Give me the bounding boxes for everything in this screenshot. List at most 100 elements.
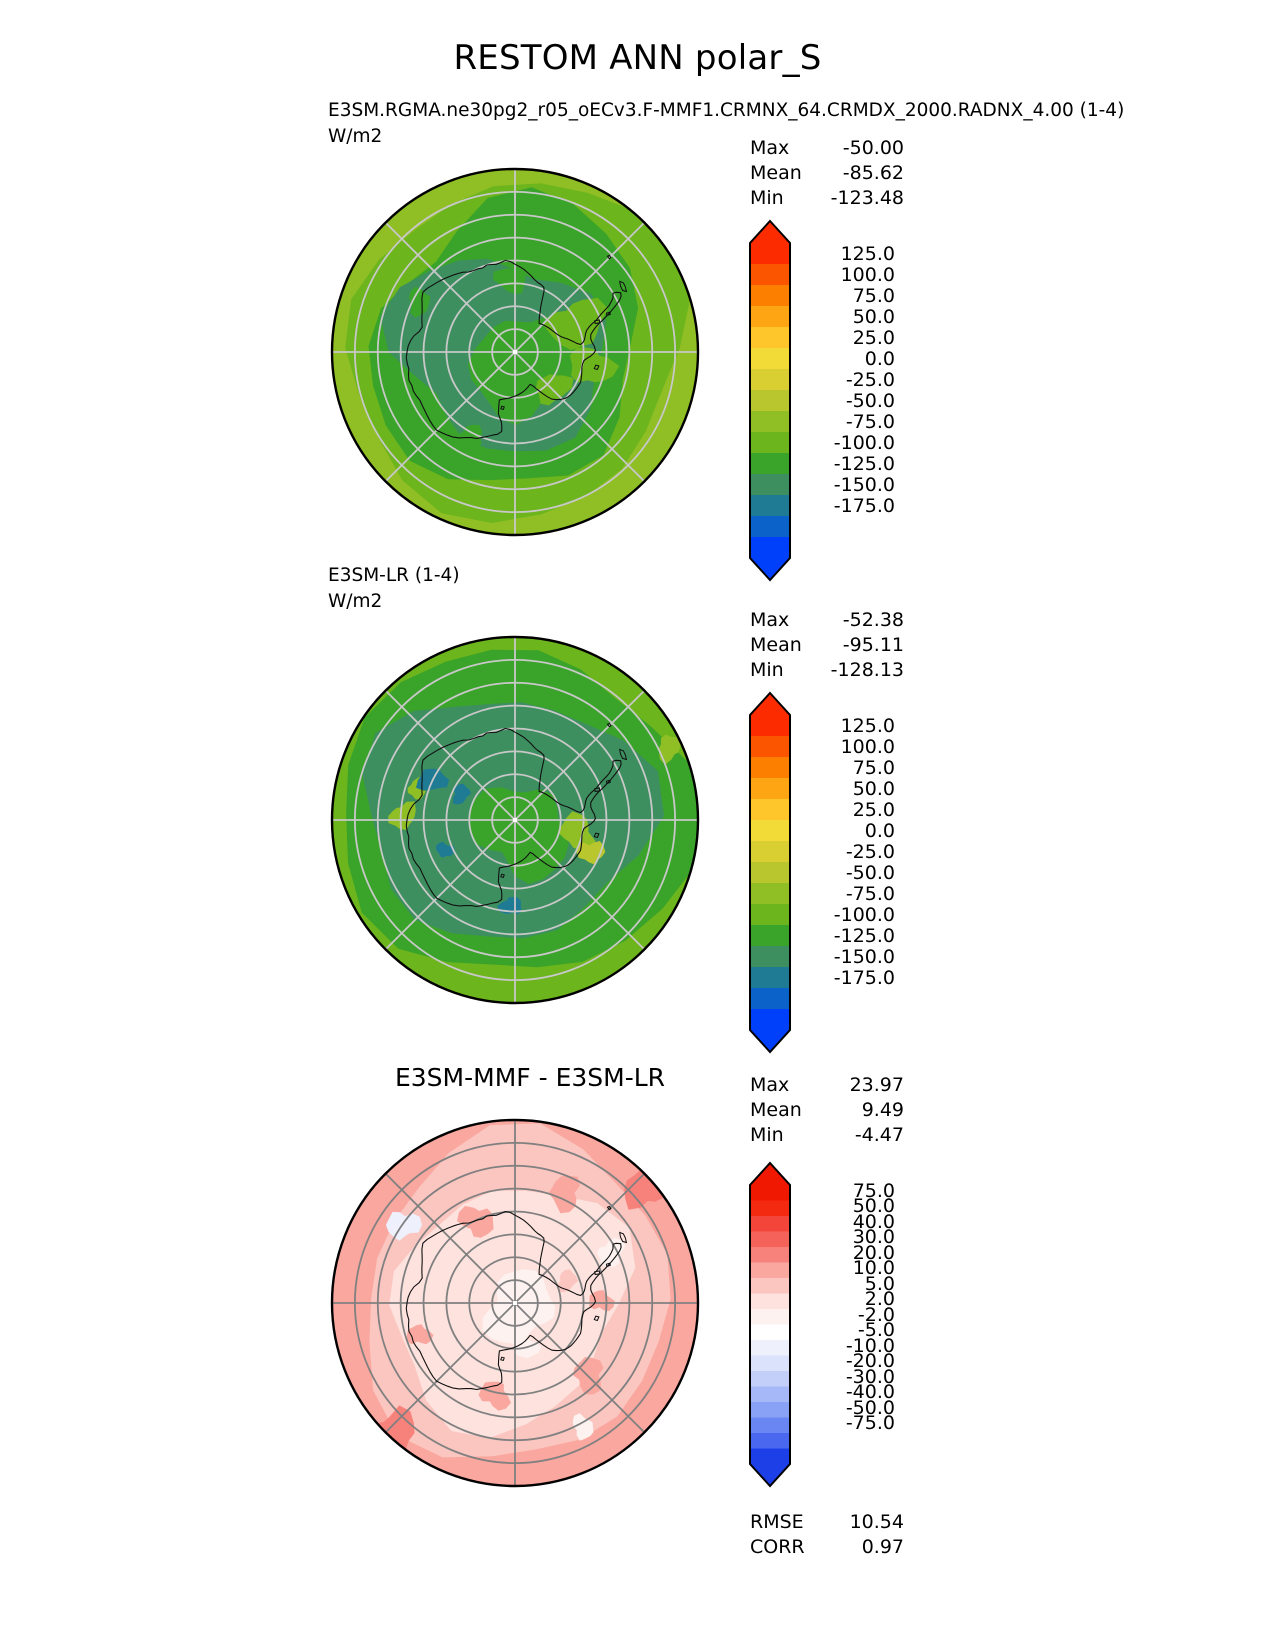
stat-label: Mean [750,1099,802,1121]
island-outline [605,311,611,317]
stat-row: Min -123.48 [750,186,904,211]
island-outline [500,1356,505,1361]
contour-patch [408,286,431,318]
meridian-line [514,221,646,353]
stat-label: Min [750,1124,784,1146]
colorbar-tick-label: -50.0 [845,1396,895,1419]
meridian-line [514,1172,646,1304]
colorbar-cell [750,1309,790,1325]
colorbar-cell [750,390,790,412]
colorbar-cell [750,432,790,454]
colorbar-cell [750,1009,790,1031]
colorbar-tick-label: 50.0 [852,778,895,800]
colorbar-tick-label: 2.0 [864,1288,895,1310]
stat-label: Min [750,659,784,681]
colorbar-cell [750,1262,790,1279]
contour-patch [452,783,471,805]
polar-map-test [315,152,715,552]
colorbar-tick-label: -75.0 [845,883,895,905]
colorbar-cell [750,736,790,758]
colorbar-cell [750,306,790,328]
stat-value: -4.47 [854,1124,904,1146]
colorbar-tick-label: 10.0 [852,1257,895,1279]
colorbar-cell [750,778,790,800]
colorbar-cell [750,820,790,842]
polar-stereographic-map [330,167,700,537]
colorbar-difference: 75.0 50.0 40.0 30.0 20.0 10.0 5.0 2.0 -2.0 -5.0 -1… [747,1160,895,1489]
stat-row: Max 23.97 [750,1073,904,1098]
colorbar-tick-label: 75.0 [852,1179,895,1202]
island-outline [500,873,505,878]
contour-patch [557,1269,579,1292]
map-boundary [330,167,700,537]
colorbar-cell [750,348,790,370]
colorbar-cell [750,757,790,779]
panel-case-title: E3SM-LR (1-4) [328,565,460,586]
stat-row: Mean 9.49 [750,1098,904,1123]
colorbar-tick-label: 20.0 [852,1241,895,1264]
polar-stereographic-map [330,1118,700,1488]
polar-map-difference [315,1103,715,1503]
stat-value: -50.00 [842,137,904,159]
polar-map-reference [315,620,715,1020]
panel-difference: E3SM-MMF - E3SM-LR Max 23.97 Mean 9.49 Min… [0,1055,1275,1575]
colorbar-swatches [749,1161,791,1488]
colorbar-tick-label: 0.0 [864,348,895,370]
colorbar-cell [750,516,790,538]
colorbar-cell [750,862,790,884]
colorbar-cell [750,1340,790,1356]
colorbar-cell [750,841,790,863]
colorbar-cell [750,967,790,989]
footer-stats: RMSE 10.54 CORR 0.97 [750,1510,904,1560]
island-outline [606,254,612,260]
colorbar-outline [749,691,791,1054]
colorbar-cell [750,904,790,926]
colorbar-outline [749,1161,791,1488]
polar-stereographic-map [330,635,700,1005]
stat-value: -52.38 [842,609,904,631]
colorbar-tick-label: 125.0 [840,715,895,737]
colorbar-tick-label: -40.0 [845,1381,895,1403]
panel-case-title: E3SM.RGMA.ne30pg2_r05_oECv3.F-MMF1.CRMNX… [328,100,1125,121]
colorbar-tick-label: 50.0 [852,306,895,328]
colorbar-cell [750,264,790,286]
colorbar-cell [750,369,790,391]
stat-value: -123.48 [830,187,904,209]
colorbar-cell [750,883,790,905]
meridian-line [514,819,646,951]
colorbar-tick-label: -125.0 [833,453,895,475]
colorbar-tick-label: -75.0 [845,1412,895,1434]
stat-row: Max -52.38 [750,608,904,633]
colorbar-tick-label: -5.0 [857,1319,895,1341]
island-outline [605,1262,611,1268]
colorbar-cell [750,1324,790,1341]
footer-stat-label: CORR [750,1536,805,1558]
panel-stats: Max 23.97 Mean 9.49 Min -4.47 [750,1073,904,1148]
colorbar-cell [750,327,790,349]
colorbar-tick-label: 100.0 [840,264,895,286]
panel-units-label: W/m2 [328,591,383,612]
colorbar-cell [750,453,790,475]
colorbar-cell [750,411,790,433]
island-outline [593,832,600,839]
colorbar-tick-label: 0.0 [864,820,895,842]
colorbar-cell [750,799,790,821]
colorbar-tick-label: 30.0 [852,1226,895,1248]
panel-stats: Max -50.00 Mean -85.62 Min -123.48 [750,136,904,211]
island-outline [619,748,628,761]
stat-value: -95.11 [842,634,904,656]
colorbar-cell [750,1448,790,1465]
footer-stat-value: 0.97 [861,1536,904,1558]
colorbar-tick-label: -2.0 [857,1303,895,1326]
island-outline [619,280,628,293]
colorbar-cell [750,925,790,947]
colorbar-extend-max [750,1163,790,1185]
colorbar-tick-label: -175.0 [833,967,895,989]
colorbar-tick-label: -50.0 [845,862,895,884]
colorbar-cell [750,474,790,496]
stat-label: Max [750,137,790,159]
footer-stat-value: 10.54 [849,1511,904,1533]
colorbar-tick-label: -175.0 [833,495,895,517]
colorbar-outline [749,219,791,582]
